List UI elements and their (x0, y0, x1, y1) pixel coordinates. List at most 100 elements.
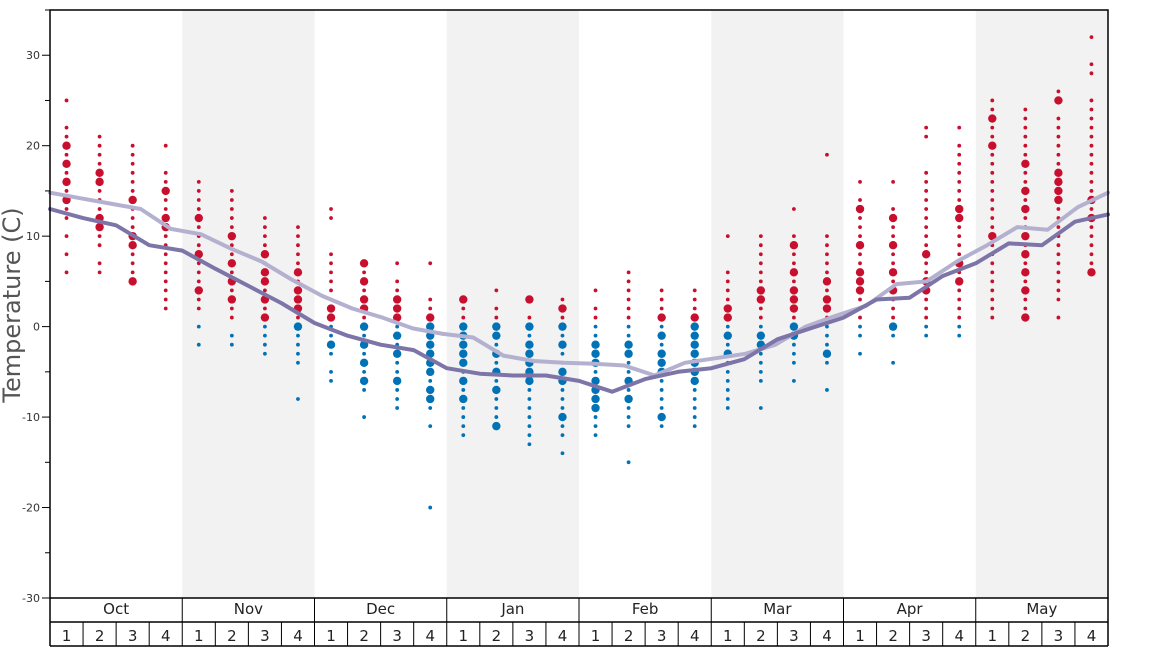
temp-dot (957, 179, 962, 184)
temp-dot (494, 415, 499, 419)
temp-dot (957, 125, 962, 130)
month-label: Jan (500, 600, 524, 618)
temp-dot (626, 324, 631, 329)
temp-dot (461, 315, 466, 320)
temp-dot (494, 288, 499, 293)
temp-dot (624, 394, 633, 404)
temp-dot (792, 360, 796, 365)
temp-dot (626, 406, 631, 410)
temp-dot (957, 189, 962, 193)
temp-dot (163, 198, 168, 202)
temp-dot (494, 360, 499, 365)
week-label: 4 (161, 627, 171, 645)
temp-dot (1023, 297, 1028, 302)
temp-dot (1056, 89, 1061, 94)
month-bands (182, 10, 1108, 598)
temp-dot (293, 322, 303, 331)
temp-dot (293, 268, 303, 277)
temp-dot (359, 322, 369, 331)
week-label: 1 (62, 627, 72, 645)
temp-dot (659, 388, 664, 392)
temp-dot (789, 241, 799, 250)
temp-dot (260, 277, 270, 286)
temp-dot (626, 306, 631, 311)
temp-dot (395, 397, 400, 401)
temp-dot (758, 351, 763, 356)
temp-dot (1056, 288, 1061, 293)
temp-dot (163, 270, 168, 275)
temp-dot (95, 222, 104, 232)
temp-dot (692, 406, 697, 410)
temp-dot (725, 324, 730, 329)
temp-dot (924, 324, 929, 329)
temp-dot (426, 340, 435, 349)
series-line-1 (48, 190, 1110, 378)
temp-dot (97, 161, 102, 166)
temp-dot (426, 322, 435, 331)
temp-dot (130, 161, 135, 166)
temp-dot (792, 351, 796, 356)
temp-dot (229, 252, 234, 257)
month-label: May (1026, 600, 1057, 618)
temp-dot (163, 306, 168, 311)
week-label: 2 (888, 627, 898, 645)
temp-dot (1089, 98, 1094, 103)
temp-dot (163, 288, 168, 293)
temp-dot (494, 378, 499, 383)
y-axis-title: Temperature (C) (0, 207, 26, 403)
temp-dot (822, 304, 832, 313)
temp-dot (1089, 261, 1094, 266)
temp-dot (296, 342, 300, 347)
temp-dot (64, 98, 69, 103)
temp-dot (825, 360, 829, 365)
temp-dot (957, 152, 962, 157)
temp-dot (95, 168, 104, 178)
temp-dot (626, 333, 631, 338)
temp-dot (990, 261, 995, 266)
temp-dot (758, 279, 763, 284)
temp-dot (359, 277, 369, 286)
week-label: 4 (822, 627, 832, 645)
temp-dot (725, 270, 730, 275)
temp-dot (758, 315, 763, 320)
temp-dot (296, 261, 300, 266)
temp-dot (690, 313, 699, 322)
temp-dot (924, 225, 929, 230)
temp-dot (758, 378, 763, 383)
temp-dot (263, 351, 267, 356)
temp-dot (692, 397, 697, 401)
temp-dot (1089, 252, 1094, 257)
temp-dot (659, 306, 664, 311)
temp-dot (1054, 177, 1063, 187)
temp-dot (426, 367, 435, 377)
temp-dot (1023, 279, 1028, 284)
temp-dot (260, 268, 270, 277)
temp-dot (924, 179, 929, 184)
temp-dot (924, 189, 929, 193)
temp-dot (792, 252, 796, 257)
temp-dot (1021, 159, 1030, 168)
temp-dot (229, 306, 234, 311)
temp-dot (64, 152, 69, 157)
temp-dot (988, 141, 997, 150)
temp-dot (494, 406, 499, 410)
temp-dot (725, 378, 730, 383)
temp-dot (888, 213, 898, 223)
temp-dot (1056, 143, 1061, 148)
temp-dot (1089, 207, 1094, 211)
temp-dot (758, 406, 763, 410)
temp-dot (725, 342, 730, 347)
temp-dot (1089, 161, 1094, 166)
temp-dot (329, 261, 333, 266)
temp-dot (163, 234, 168, 239)
temp-dot (822, 295, 832, 304)
temp-dot (924, 125, 929, 130)
temp-dot (560, 351, 565, 356)
temp-dot (792, 234, 796, 239)
temp-dot (492, 385, 501, 395)
month-band-nov (182, 10, 315, 598)
temp-dot (229, 333, 234, 338)
temp-dot (624, 349, 633, 358)
temp-dot (362, 388, 366, 392)
temp-dot (229, 315, 234, 320)
